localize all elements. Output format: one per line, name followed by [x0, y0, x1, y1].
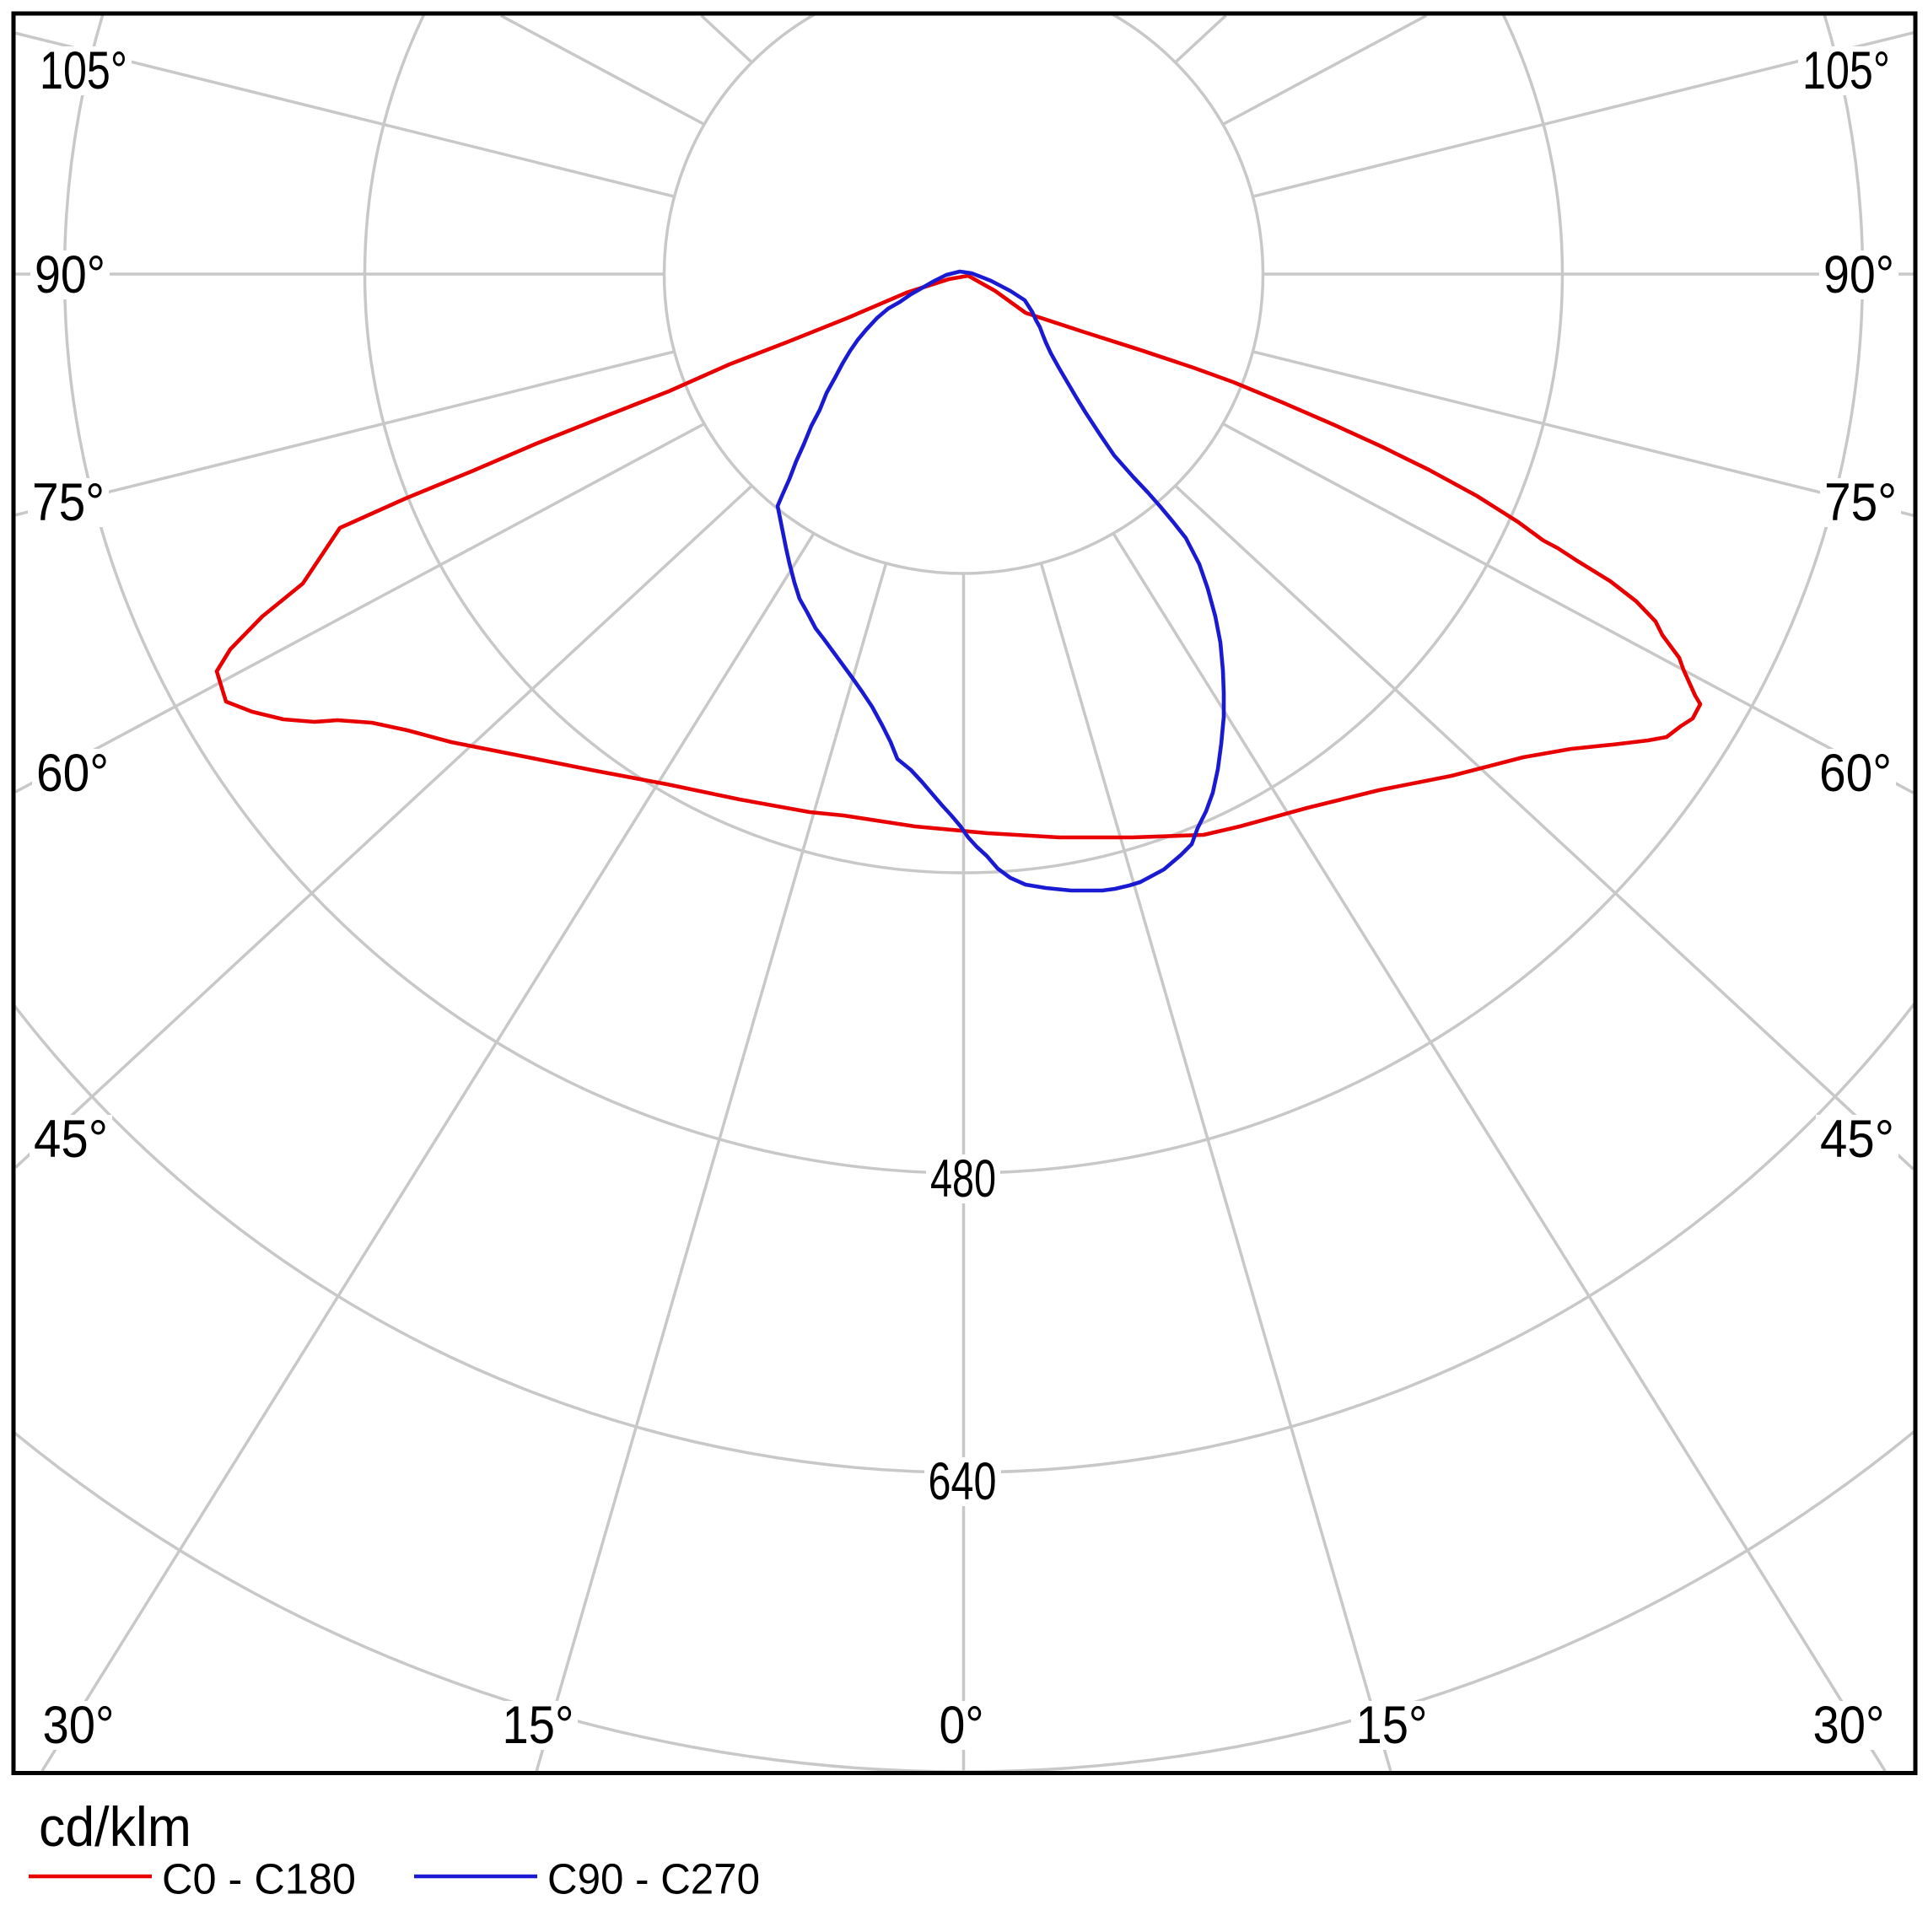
svg-text:105°: 105° — [1802, 41, 1890, 100]
svg-text:C0 - C180: C0 - C180 — [162, 1855, 356, 1903]
svg-text:75°: 75° — [1824, 473, 1897, 532]
svg-text:45°: 45° — [34, 1110, 108, 1169]
svg-text:45°: 45° — [1820, 1110, 1894, 1169]
svg-text:90°: 90° — [1823, 245, 1894, 304]
svg-text:30°: 30° — [1813, 1696, 1885, 1755]
svg-text:90°: 90° — [35, 245, 105, 304]
svg-text:0°: 0° — [940, 1696, 984, 1755]
svg-text:15°: 15° — [1356, 1696, 1428, 1755]
svg-text:105°: 105° — [40, 41, 127, 100]
svg-text:60°: 60° — [36, 744, 109, 803]
svg-text:15°: 15° — [503, 1696, 574, 1755]
svg-text:75°: 75° — [32, 473, 105, 532]
svg-text:60°: 60° — [1819, 744, 1892, 803]
svg-text:cd/klm: cd/klm — [39, 1795, 191, 1858]
svg-text:C90 - C270: C90 - C270 — [547, 1855, 760, 1903]
svg-text:640: 640 — [929, 1452, 997, 1511]
svg-text:480: 480 — [930, 1149, 996, 1208]
svg-text:30°: 30° — [43, 1696, 115, 1755]
